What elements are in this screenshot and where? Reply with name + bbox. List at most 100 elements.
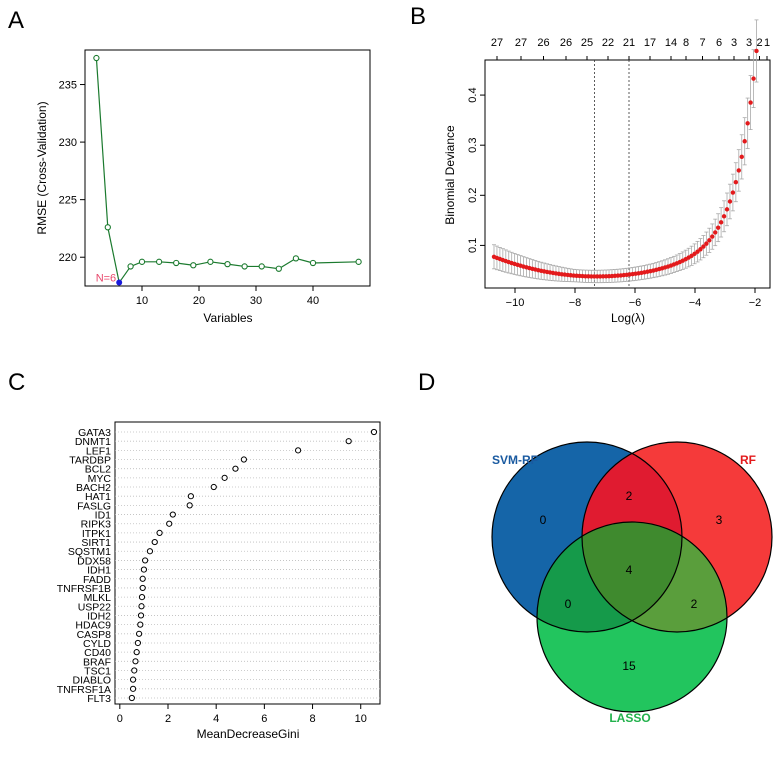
panel-b-x-tick-label: −2 bbox=[749, 297, 762, 309]
panel-letter-b: B bbox=[410, 3, 426, 30]
panel-b-data-point bbox=[707, 238, 712, 243]
panel-a-data-point bbox=[241, 263, 248, 270]
venn-label-lasso: LASSO bbox=[609, 711, 650, 725]
panel-a-y-tick-label: 230 bbox=[59, 137, 77, 149]
panel-b-top-label: 17 bbox=[644, 37, 656, 49]
panel-a-y-tick-label: 220 bbox=[59, 252, 77, 264]
panel-b-data-point bbox=[721, 214, 727, 219]
panel-b-data-point bbox=[701, 244, 706, 249]
panel-c-data-point bbox=[142, 557, 149, 564]
panel-a-data-point bbox=[173, 259, 180, 267]
panel-c-x-tick-label: 6 bbox=[261, 713, 267, 725]
panel-c-data-point bbox=[138, 594, 146, 601]
panel-b-data-point bbox=[710, 234, 715, 239]
panel-b-top-label: 8 bbox=[683, 37, 689, 49]
panel-c-data-point bbox=[129, 685, 137, 692]
panel-b-x-tick-label: −6 bbox=[629, 297, 642, 309]
panel-a-data-point bbox=[155, 258, 163, 265]
venn-outline-lasso bbox=[536, 521, 728, 713]
panel-a-data-point bbox=[275, 265, 282, 272]
panel-c-gene-label: BACH2 bbox=[76, 482, 111, 494]
panel-c-gene-label: MYC bbox=[88, 473, 112, 485]
panel-c-gene-label: FLT3 bbox=[87, 693, 111, 705]
panel-c-gene-label: BRAF bbox=[83, 656, 111, 668]
panel-c-gene-label: MLKL bbox=[84, 592, 112, 604]
panel-b-data-point bbox=[730, 190, 736, 195]
panel-c-data-point bbox=[131, 667, 138, 674]
panel-b-data-point bbox=[751, 76, 756, 81]
panel-c-data-point bbox=[146, 548, 154, 555]
panel-c-gene-label: IDH1 bbox=[87, 565, 111, 577]
panel-b-top-label: 14 bbox=[665, 37, 677, 49]
panel-c-gene-label: FASLG bbox=[77, 500, 111, 512]
panel-c-gene-label: SQSTM1 bbox=[68, 546, 111, 558]
panel-c-gene-label: CD40 bbox=[84, 647, 111, 659]
panel-c-gene-label: USP22 bbox=[78, 601, 111, 613]
panel-c-gene-label: BCL2 bbox=[85, 464, 111, 476]
panel-c-data-point bbox=[139, 575, 146, 582]
panel-a-data-point bbox=[127, 263, 134, 270]
panel-c-gene-label: FADD bbox=[83, 574, 111, 586]
panel-b-lasso-chart: 0.10.20.30.4 −10 −8 −6 −4 −2 27 27 26 26 25 22 21 1… bbox=[443, 19, 771, 325]
panel-b-x-tick-label: −10 bbox=[506, 297, 525, 309]
panel-b-x-tick-label: −8 bbox=[569, 297, 582, 309]
panel-b-data-point bbox=[713, 230, 718, 235]
panel-b-data-point bbox=[727, 199, 733, 204]
venn-count-svm-only: 0 bbox=[540, 513, 547, 527]
venn-count-all: 4 bbox=[626, 563, 633, 577]
panel-c-gini-chart: GATA3DNMT1LEF1TARDBPBCL2MYCBACH2HAT1FASL… bbox=[57, 421, 381, 741]
panel-a-data-point bbox=[104, 224, 111, 231]
panel-b-top-label: 7 bbox=[699, 37, 705, 49]
panel-c-gene-label: DIABLO bbox=[72, 675, 111, 687]
panel-c-data-point bbox=[232, 465, 239, 472]
panel-b-top-label: 27 bbox=[491, 37, 503, 49]
panel-c-data-point bbox=[137, 612, 145, 619]
panel-a-x-tick-label: 30 bbox=[250, 295, 262, 307]
panel-c-gene-label: TSC1 bbox=[84, 665, 111, 677]
panel-a-rmse-line bbox=[95, 58, 359, 285]
venn-label-rf: RF bbox=[740, 453, 756, 467]
panel-b-data-point bbox=[739, 154, 744, 160]
panel-b-top-label: 2 bbox=[756, 37, 762, 49]
venn-count-rf-lasso: 2 bbox=[691, 597, 698, 611]
panel-b-data-point bbox=[704, 241, 709, 246]
panel-b-y-axis-label: Binomial Deviance bbox=[443, 125, 457, 225]
panel-a-rmse-chart: 220 225 230 235 10 20 30 40 N=6 Variables RMSE… bbox=[35, 49, 371, 325]
panel-c-data-point bbox=[294, 447, 302, 454]
panel-c-data-point bbox=[169, 511, 176, 518]
panel-b-y-tick-label: 0.1 bbox=[467, 238, 479, 253]
panel-c-gene-label: TNFRSF1B bbox=[57, 583, 111, 595]
panel-c-gene-label: HAT1 bbox=[85, 491, 111, 503]
panel-b-y-tick-label: 0.3 bbox=[467, 138, 479, 153]
panel-letter-c: C bbox=[8, 369, 25, 396]
panel-c-data-point bbox=[221, 474, 228, 481]
panel-c-gene-label: SIRT1 bbox=[81, 537, 111, 549]
panel-b-x-axis-label: Log(λ) bbox=[611, 311, 645, 325]
panel-b-top-label: 25 bbox=[581, 37, 593, 49]
panel-c-gene-label: ID1 bbox=[95, 510, 112, 522]
panel-c-x-tick-label: 10 bbox=[355, 713, 367, 725]
panel-b-top-label: 6 bbox=[716, 37, 722, 49]
panel-c-gene-label: TNFRSF1A bbox=[57, 684, 111, 696]
panel-c-gene-label: LEF1 bbox=[86, 445, 111, 457]
panel-c-data-point bbox=[345, 438, 352, 445]
venn-outline-svm-rf bbox=[491, 441, 683, 633]
panel-a-x-axis-label: Variables bbox=[203, 311, 252, 325]
panel-c-gene-label: HDAC9 bbox=[75, 620, 111, 632]
panel-c-data-point bbox=[166, 520, 173, 527]
panel-a-plot-frame bbox=[84, 49, 371, 287]
panel-d-venn-diagram: 0 3 15 2 0 2 4 SVM-RF RF LASSO bbox=[491, 441, 773, 725]
panel-b-data-point bbox=[718, 220, 724, 225]
panel-c-data-point bbox=[240, 456, 247, 463]
panel-c-data-point bbox=[129, 676, 137, 683]
panel-c-data-point bbox=[133, 649, 140, 656]
panel-b-data-point bbox=[698, 247, 703, 252]
panel-c-data-point bbox=[140, 566, 148, 573]
panel-c-gene-label: DDX58 bbox=[77, 555, 111, 567]
panel-b-data-point bbox=[748, 100, 753, 105]
panel-c-x-tick-label: 2 bbox=[165, 713, 171, 725]
panel-a-y-tick-label: 235 bbox=[59, 80, 77, 92]
panel-c-gene-label: ITPK1 bbox=[82, 528, 111, 540]
panel-c-gene-label: CYLD bbox=[83, 638, 111, 650]
panel-b-y-tick-label: 0.4 bbox=[467, 87, 479, 102]
